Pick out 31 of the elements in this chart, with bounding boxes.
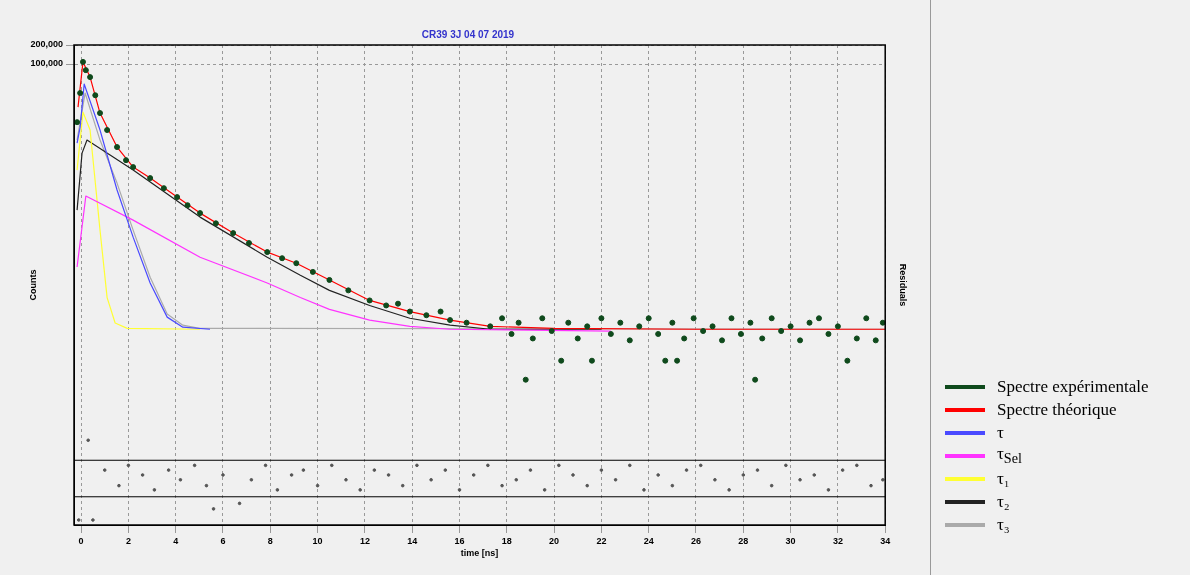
x-tick-label: 14: [407, 535, 418, 546]
x-tick-label: 32: [832, 535, 843, 546]
legend-label: τ₃: [997, 514, 1010, 535]
y-tick-label: 100,000: [30, 58, 63, 69]
x-tick-label: 8: [267, 535, 273, 546]
x-tick-label: 4: [173, 535, 179, 546]
y-axis-title: Counts: [27, 269, 38, 301]
x-tick-label: 22: [596, 535, 607, 546]
x-tick-label: 28: [738, 535, 749, 546]
x-tick-label: 26: [690, 535, 702, 546]
x-tick-label: 24: [643, 535, 654, 546]
chart-title: CR39 3J 04 07 2019: [421, 28, 515, 40]
legend-label: τ: [997, 422, 1004, 443]
x-tick-label: 6: [220, 535, 226, 546]
y-tick-label: 200,000: [30, 39, 63, 50]
x-tick-label: 0: [78, 535, 84, 546]
x-tick-label: 30: [785, 535, 796, 546]
x-tick-label: 10: [312, 535, 323, 546]
legend-label: τ₂: [997, 491, 1010, 512]
x-tick-label: 18: [501, 535, 512, 546]
x-axis-title: time [ns]: [460, 548, 499, 559]
x-tick-label: 16: [454, 535, 465, 546]
y2-axis-title: Residuals: [898, 263, 909, 307]
x-tick-label: 34: [880, 535, 891, 546]
legend-label: τ$_{Sel}$: [997, 443, 1022, 468]
x-tick-label: 12: [359, 535, 370, 546]
legend-label: τ₁: [997, 468, 1010, 489]
x-tick-label: 20: [549, 535, 560, 546]
legend-label: Spectre expérimentale: [997, 376, 1149, 397]
legend-label: Spectre théorique: [997, 399, 1117, 420]
x-tick-label: 2: [125, 535, 131, 546]
